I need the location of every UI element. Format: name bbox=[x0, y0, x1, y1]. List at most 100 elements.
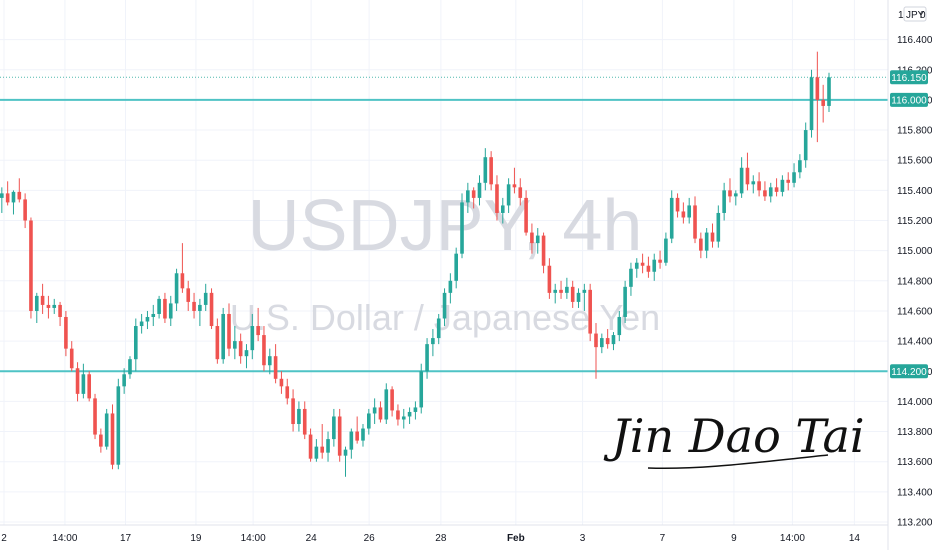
candle bbox=[64, 310, 68, 357]
candle-body bbox=[547, 265, 552, 293]
candle-body bbox=[500, 205, 505, 213]
currency-indicator[interactable]: 1 JPY 0 bbox=[896, 6, 927, 22]
candle bbox=[192, 292, 196, 319]
candle-body bbox=[233, 341, 237, 349]
price-tick-label: 115.600 bbox=[897, 156, 932, 167]
candle-body bbox=[297, 408, 301, 425]
candle bbox=[81, 363, 86, 399]
candle-body bbox=[34, 295, 39, 311]
candle-body bbox=[203, 292, 208, 305]
candle-body bbox=[163, 298, 167, 319]
candle bbox=[669, 190, 674, 244]
price-badge: 114.200 bbox=[890, 364, 928, 379]
candle-body bbox=[99, 434, 103, 447]
candle bbox=[652, 253, 657, 281]
candle bbox=[40, 283, 45, 314]
candle bbox=[524, 190, 528, 236]
price-tick-label: 115.200 bbox=[897, 216, 932, 227]
candle-body bbox=[483, 157, 488, 183]
candle-body bbox=[52, 304, 57, 308]
time-tick-label: 26 bbox=[364, 533, 376, 544]
candle-body bbox=[87, 374, 92, 399]
candle bbox=[93, 393, 97, 440]
time-tick-label: 9 bbox=[731, 533, 737, 544]
candle bbox=[215, 318, 220, 364]
candle-body bbox=[378, 407, 383, 420]
time-tick-label: 17 bbox=[120, 533, 132, 544]
candle-body bbox=[570, 286, 575, 302]
candle-body bbox=[512, 184, 517, 188]
time-axis[interactable]: 2 14:00 17 19 14:00 24 26 28 Feb 3 7 9 14:00 14 bbox=[0, 524, 888, 544]
candle bbox=[547, 258, 552, 299]
candle bbox=[343, 446, 348, 477]
candle bbox=[262, 326, 266, 372]
candle-body bbox=[291, 398, 295, 425]
candle bbox=[582, 283, 587, 311]
candle bbox=[238, 333, 243, 364]
candle-body bbox=[180, 273, 185, 289]
candle-body bbox=[530, 232, 534, 244]
candle bbox=[75, 362, 80, 402]
candle-body bbox=[768, 187, 773, 197]
candle-body bbox=[355, 431, 359, 441]
candle bbox=[349, 428, 354, 459]
candle-body bbox=[600, 338, 604, 348]
candle bbox=[565, 277, 569, 299]
candle bbox=[495, 175, 499, 221]
candle-body bbox=[314, 446, 319, 459]
candle-body bbox=[710, 232, 715, 242]
candle-body bbox=[774, 187, 779, 192]
price-tick-label: 115.800 bbox=[897, 126, 932, 137]
candle-body bbox=[244, 350, 249, 357]
candle-body bbox=[798, 160, 802, 173]
candle-body bbox=[803, 130, 808, 161]
time-tick-label: 2 bbox=[1, 533, 7, 544]
candle-body bbox=[192, 301, 196, 311]
candle-body bbox=[238, 341, 243, 357]
price-tick-label: 114.600 bbox=[897, 306, 932, 317]
candle bbox=[535, 228, 540, 254]
time-tick-label: 24 bbox=[306, 533, 318, 544]
candle bbox=[34, 292, 39, 324]
candle-body bbox=[384, 389, 389, 420]
candle-body bbox=[448, 280, 453, 293]
candle-body bbox=[139, 321, 144, 327]
candle bbox=[489, 151, 493, 191]
time-tick-label: 14:00 bbox=[780, 533, 805, 544]
candle bbox=[250, 313, 255, 360]
candle bbox=[308, 428, 313, 462]
candle-body bbox=[763, 190, 767, 197]
candle-body bbox=[431, 338, 435, 345]
candle bbox=[710, 223, 715, 248]
signature-logo: Jin Dao Tai bbox=[603, 409, 865, 470]
candle-body bbox=[471, 190, 476, 198]
time-tick-label: Feb bbox=[507, 533, 525, 544]
candle bbox=[372, 398, 377, 425]
candle bbox=[745, 152, 750, 191]
candle bbox=[664, 232, 668, 266]
candle-body bbox=[413, 407, 418, 412]
candle-body bbox=[308, 434, 313, 459]
candle-body bbox=[267, 356, 272, 366]
candle bbox=[17, 178, 22, 203]
candle-body bbox=[664, 238, 668, 263]
price-tick-label: 113.200 bbox=[897, 518, 932, 529]
candle-body bbox=[5, 193, 10, 203]
candle-body bbox=[687, 205, 692, 218]
candle-body bbox=[46, 304, 51, 308]
candle bbox=[594, 323, 598, 379]
candle-body bbox=[186, 288, 191, 302]
candle bbox=[425, 338, 429, 379]
price-badge-bg bbox=[890, 364, 928, 379]
price-tick-label: 115.400 bbox=[897, 186, 932, 197]
candle-body bbox=[605, 338, 610, 345]
candle-body bbox=[64, 316, 68, 349]
candle bbox=[559, 280, 563, 299]
candle bbox=[431, 329, 435, 357]
candle-body bbox=[81, 374, 86, 394]
candle bbox=[87, 371, 92, 402]
candle bbox=[623, 280, 627, 324]
price-axis[interactable]: 113.200 113.400 113.600 113.800 114.000 114.2… bbox=[887, 0, 932, 550]
